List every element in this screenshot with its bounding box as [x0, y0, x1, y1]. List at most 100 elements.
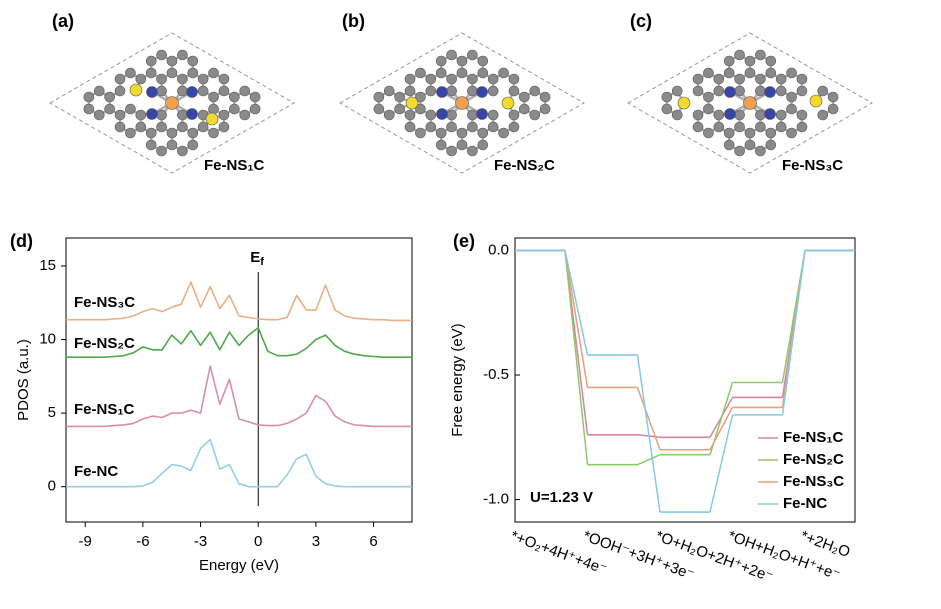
connector	[564, 250, 589, 388]
atom	[723, 55, 735, 67]
cell-outline	[626, 32, 874, 174]
atom	[487, 73, 499, 85]
atom	[539, 91, 551, 103]
atom	[177, 109, 188, 121]
atom	[677, 96, 691, 110]
panel-label: (a)	[52, 11, 74, 31]
atom	[208, 67, 219, 79]
atom	[476, 108, 488, 120]
atom	[208, 103, 219, 115]
atom	[765, 139, 777, 151]
atom	[786, 103, 797, 115]
x-tick-label: -3	[194, 533, 207, 550]
atom	[744, 55, 756, 67]
x-tick-label: 6	[369, 533, 377, 550]
atom	[93, 85, 105, 97]
y-tick-label: 0.0	[488, 241, 509, 258]
atom	[165, 96, 179, 110]
atom	[703, 67, 714, 79]
atom	[467, 73, 478, 85]
atom	[197, 73, 209, 85]
atom	[156, 121, 167, 133]
atom	[467, 49, 478, 61]
fermi-label: Ef	[250, 249, 264, 268]
atom	[744, 67, 756, 79]
atom	[156, 109, 167, 121]
atom	[827, 91, 839, 103]
atom	[425, 109, 437, 121]
atom	[394, 91, 405, 103]
atom	[239, 85, 251, 97]
atom	[83, 91, 95, 103]
atom	[519, 91, 530, 103]
atom	[187, 55, 199, 67]
series-label: Fe-NS₃C	[74, 294, 135, 311]
atom	[477, 67, 489, 79]
atom	[415, 91, 426, 103]
atom	[218, 85, 230, 97]
series-label: Fe-NC	[74, 463, 118, 480]
atom	[661, 91, 673, 103]
series-label: Fe-NS₁C	[74, 401, 135, 418]
atom	[166, 127, 178, 139]
atom	[404, 109, 416, 121]
panel-label: (c)	[630, 11, 652, 31]
atom	[415, 127, 426, 139]
atom	[177, 121, 188, 133]
atom	[239, 109, 251, 121]
y-tick-label: -1.0	[483, 491, 509, 508]
atom	[755, 121, 766, 133]
atom	[508, 109, 520, 121]
atom	[229, 91, 240, 103]
atom	[817, 109, 829, 121]
atom	[177, 145, 188, 157]
pdos-line	[66, 327, 412, 358]
atom	[755, 73, 766, 85]
x-tick-label: -9	[79, 533, 92, 550]
atom	[446, 49, 457, 61]
y-axis-label: Free energy (eV)	[449, 323, 466, 436]
atom	[436, 108, 448, 120]
atom	[713, 73, 725, 85]
atom	[156, 85, 167, 97]
atom	[435, 55, 447, 67]
fermi-label-main: E	[250, 249, 260, 266]
atom	[529, 109, 541, 121]
y-tick-label: 10	[39, 331, 56, 348]
atom	[467, 145, 478, 157]
connector	[709, 407, 734, 451]
atom	[135, 73, 147, 85]
atom	[467, 85, 478, 97]
atom	[104, 103, 115, 115]
atom	[197, 121, 209, 133]
atom	[744, 127, 756, 139]
atom	[775, 121, 787, 133]
atom	[456, 55, 468, 67]
atom	[796, 121, 808, 133]
atom	[104, 91, 115, 103]
atom	[703, 91, 714, 103]
atom	[734, 121, 745, 133]
atom	[114, 85, 126, 97]
atom	[519, 103, 530, 115]
atom	[692, 85, 704, 97]
atom	[508, 73, 520, 85]
atom	[166, 55, 178, 67]
atom	[539, 103, 551, 115]
atom	[166, 67, 178, 79]
y-tick-label: 15	[39, 257, 56, 274]
atom	[467, 121, 478, 133]
atom	[177, 49, 188, 61]
atom	[205, 112, 219, 126]
atom	[146, 86, 158, 98]
pdos-line	[66, 281, 412, 322]
atom	[197, 85, 209, 97]
atom	[467, 109, 478, 121]
atom	[786, 127, 797, 139]
atom	[723, 127, 735, 139]
atom	[446, 145, 457, 157]
atom	[508, 85, 520, 97]
connector	[781, 250, 806, 415]
atom	[487, 85, 499, 97]
atom	[383, 109, 395, 121]
